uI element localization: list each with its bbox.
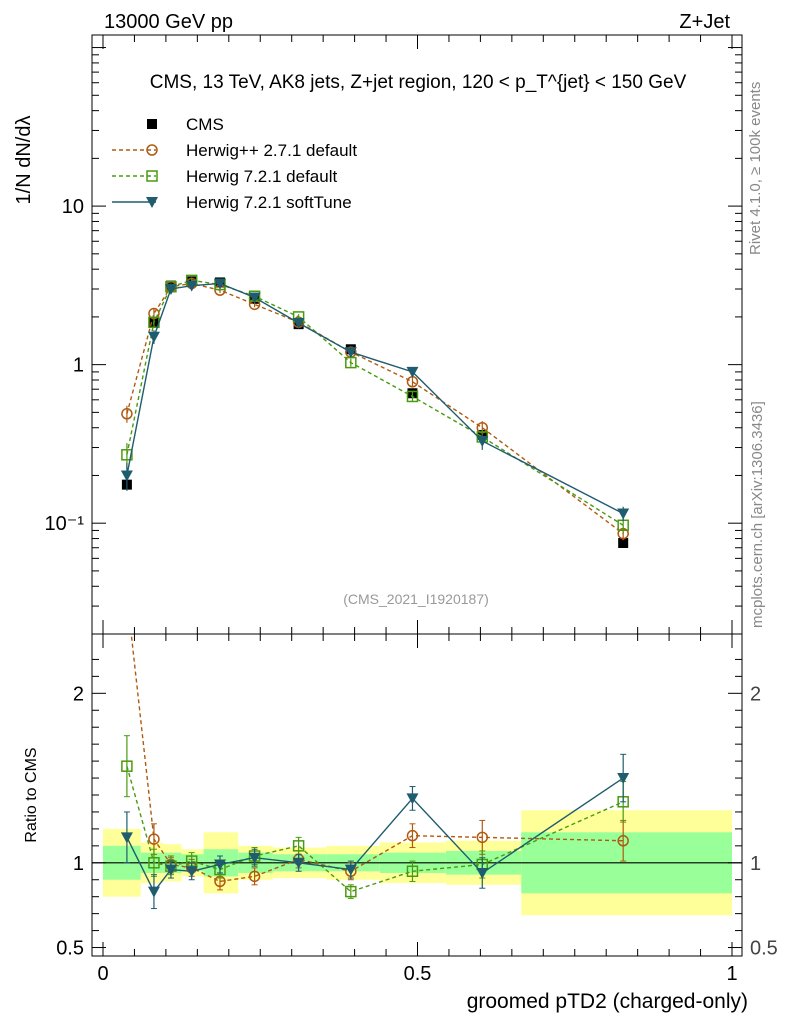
- plot-title: CMS, 13 TeV, AK8 jets, Z+jet region, 120…: [150, 72, 687, 93]
- series-line-herwig-2-7-1-default: [126, 282, 624, 535]
- ratio-point-herwig-7-2-1-default: [148, 857, 160, 869]
- y-axis-label: 1/N dN/dλ: [13, 116, 35, 205]
- y-tick-label: 1: [73, 355, 84, 377]
- ratio-point-herwig-7-2-1-softtune: [185, 866, 198, 878]
- ratio-point-herwig-7-2-1-default: [292, 840, 305, 852]
- y-tick-label: 10⁻¹: [45, 513, 85, 535]
- ratio-tick-label-right: 0.5: [750, 938, 778, 960]
- x-axis-label: groomed pTD2 (charged-only): [467, 990, 748, 1013]
- point-herwig-7-2-1-softtune: [344, 347, 357, 359]
- x-tick-label: 1: [726, 963, 737, 985]
- point-herwig-7-2-1-default: [121, 449, 133, 461]
- ratio-point-herwig-7-2-1-softtune: [164, 864, 177, 876]
- point-herwig-7-2-1-softtune: [164, 283, 177, 295]
- legend-label-herwig-7-2-1-softtune: Herwig 7.2.1 softTune: [186, 193, 352, 212]
- legend-marker-herwig-2-7-1-default: [146, 144, 158, 156]
- ratio-point-herwig-7-2-1-softtune: [344, 864, 357, 876]
- ratio-tick-label-right: 1: [750, 853, 761, 875]
- point-herwig-7-2-1-softtune: [248, 292, 261, 304]
- legend-marker-herwig-7-2-1-softtune: [146, 197, 158, 208]
- point-herwig-7-2-1-softtune: [292, 318, 305, 330]
- ratio-tick-label: 0.5: [56, 938, 84, 960]
- ratio-point-herwig-2-7-1-default: [248, 870, 261, 883]
- legend-label-herwig-7-2-1-default: Herwig 7.2.1 default: [186, 167, 337, 186]
- ratio-tick-label-right: 2: [750, 683, 761, 705]
- ratio-point-herwig-7-2-1-softtune: [147, 886, 160, 898]
- ratio-tick-label: 2: [73, 683, 84, 705]
- point-cms: [618, 537, 629, 548]
- analysis-id: (CMS_2021_I1920187): [343, 591, 489, 607]
- legend-label-cms: CMS: [186, 115, 224, 134]
- ratio-tick-label: 1: [73, 853, 84, 875]
- point-herwig-7-2-1-softtune: [406, 366, 419, 378]
- header-energy: 13000 GeV pp: [104, 11, 233, 33]
- legend: CMS Herwig++ 2.7.1 default Herwig 7.2.1 de…: [112, 115, 357, 212]
- point-herwig-7-2-1-default: [406, 390, 419, 403]
- ratio-plot-frame: [91, 633, 743, 957]
- data-series: [120, 274, 630, 910]
- y-tick-label: 10: [62, 196, 84, 218]
- ratio-point-herwig-7-2-1-default: [406, 865, 419, 878]
- ratio-point-herwig-7-2-1-softtune: [248, 852, 261, 864]
- x-tick-label: 0: [97, 963, 108, 985]
- legend-marker-herwig-7-2-1-default: [146, 170, 158, 182]
- ratio-point-herwig-7-2-1-softtune: [292, 857, 305, 869]
- ratio-point-herwig-7-2-1-softtune: [406, 793, 419, 805]
- mcplots-label: mcplots.cern.ch [arXiv:1306.3436]: [749, 401, 766, 628]
- point-herwig-7-2-1-softtune: [185, 280, 198, 292]
- ratio-point-herwig-7-2-1-softtune: [476, 867, 489, 879]
- ratio-point-herwig-2-7-1-default: [148, 833, 160, 845]
- axes-ticks: 0 0.5 1 10⁻¹ 1 10 0.5 0.5 1 1 2 2: [45, 35, 778, 985]
- header-process: Z+Jet: [679, 11, 730, 33]
- x-tick-label: 0.5: [404, 963, 432, 985]
- ratio-point-herwig-7-2-1-softtune: [120, 832, 133, 844]
- point-herwig-7-2-1-softtune: [476, 435, 489, 447]
- ratio-point-herwig-7-2-1-softtune: [213, 859, 226, 871]
- point-herwig-7-2-1-softtune: [147, 331, 160, 343]
- ratio-point-herwig-2-7-1-default: [476, 831, 489, 844]
- ratio-point-herwig-7-2-1-softtune: [617, 773, 630, 785]
- point-herwig-7-2-1-softtune: [120, 470, 133, 482]
- series-line-herwig-7-2-1-default: [126, 279, 624, 526]
- point-herwig-2-7-1-default: [121, 408, 133, 420]
- legend-label-herwig-2-7-1-default: Herwig++ 2.7.1 default: [186, 141, 357, 160]
- rivet-label: Rivet 4.1.0, ≥ 100k events: [747, 82, 764, 255]
- ratio-axis-label: Ratio to CMS: [23, 747, 40, 842]
- ratio-point-herwig-7-2-1-default: [121, 760, 133, 772]
- legend-marker-cms: [147, 119, 157, 129]
- ratio-point-herwig-2-7-1-default: [617, 835, 629, 847]
- ratio-point-herwig-2-7-1-default: [406, 829, 419, 842]
- ratio-point-herwig-7-2-1-default: [345, 885, 357, 898]
- point-herwig-7-2-1-softtune: [213, 278, 226, 290]
- point-herwig-7-2-1-softtune: [617, 508, 630, 520]
